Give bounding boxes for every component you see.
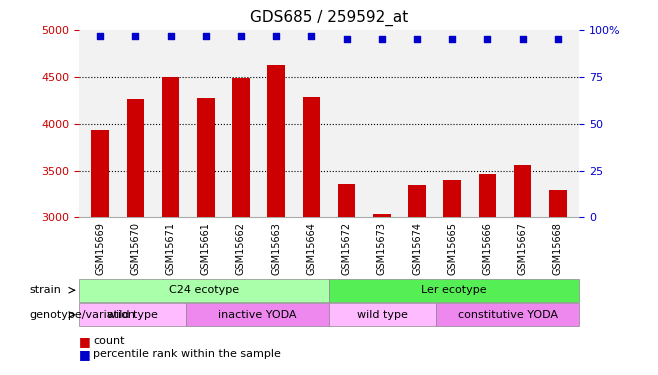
Bar (303, 98, 320, 218)
Bar (162, 77, 180, 218)
Point (165, 33, 176, 39)
Point (342, 36, 352, 42)
Text: count: count (93, 336, 125, 346)
Bar (549, 190, 567, 217)
Text: wild type: wild type (357, 310, 408, 320)
Text: strain: strain (30, 285, 61, 295)
Title: GDS685 / 259592_at: GDS685 / 259592_at (250, 10, 408, 26)
Point (95, 33, 105, 39)
Point (130, 33, 141, 39)
Bar (232, 78, 250, 218)
Point (201, 33, 211, 39)
Text: C24 ecotype: C24 ecotype (169, 285, 239, 295)
Point (482, 36, 493, 42)
Bar (478, 174, 496, 217)
Text: inactive YODA: inactive YODA (218, 310, 297, 320)
Text: constitutive YODA: constitutive YODA (457, 310, 557, 320)
Text: Ler ecotype: Ler ecotype (421, 285, 487, 295)
Text: genotype/variation: genotype/variation (30, 310, 136, 320)
Bar (514, 165, 532, 218)
Text: wild type: wild type (107, 310, 158, 320)
Bar (91, 130, 109, 218)
Text: percentile rank within the sample: percentile rank within the sample (93, 350, 282, 359)
Point (271, 33, 282, 39)
Point (306, 33, 316, 39)
Bar (338, 184, 355, 218)
Point (412, 36, 422, 42)
Bar (373, 214, 391, 217)
Point (447, 36, 457, 42)
Point (517, 36, 528, 42)
Text: ■: ■ (79, 335, 91, 348)
Bar (408, 184, 426, 218)
Text: ■: ■ (79, 348, 91, 361)
Bar (443, 180, 461, 218)
Point (553, 36, 563, 42)
Bar (197, 99, 215, 218)
Bar (267, 64, 285, 218)
Point (376, 36, 387, 42)
Bar (126, 99, 144, 218)
Point (236, 33, 246, 39)
